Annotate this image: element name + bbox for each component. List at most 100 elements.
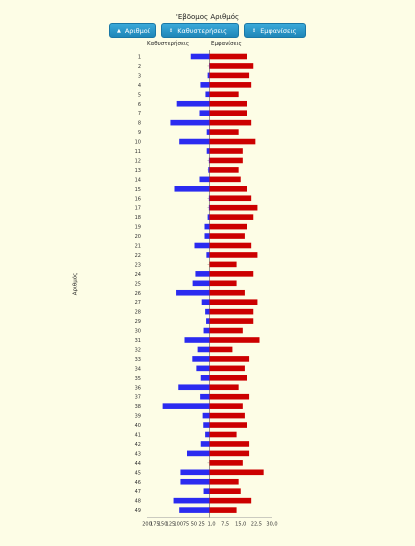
occurrence-bar xyxy=(209,375,247,381)
occurrence-tick-label: 7,5 xyxy=(221,522,229,528)
delay-tick-label: 175 xyxy=(150,522,160,528)
delay-bar xyxy=(201,299,210,305)
delay-bar xyxy=(179,138,210,145)
occurrence-bar xyxy=(209,261,237,268)
occurrence-bar xyxy=(209,204,258,211)
delay-bar xyxy=(200,82,210,88)
delay-tick-label: 25 xyxy=(199,522,205,528)
occurrence-bar xyxy=(209,63,254,69)
category-label: 29 xyxy=(135,319,141,325)
delay-bar xyxy=(197,346,210,353)
sort-toolbar: ▲ Αριθμοί ⇕ Καθυστερήσεις ⇕ Εμφανίσεις xyxy=(0,23,415,38)
occurrence-bar xyxy=(209,507,237,513)
delay-bar xyxy=(180,469,210,476)
category-label: 37 xyxy=(135,395,141,401)
category-label: 24 xyxy=(135,272,141,278)
category-label: 17 xyxy=(135,206,141,212)
category-label: 7 xyxy=(138,111,141,117)
sort-by-number-button[interactable]: ▲ Αριθμοί xyxy=(109,23,156,38)
delay-tick-label: 75 xyxy=(183,522,189,528)
category-label: 30 xyxy=(135,329,141,335)
delay-bar xyxy=(208,157,210,164)
delay-bar xyxy=(199,176,210,183)
category-label: 40 xyxy=(135,423,141,429)
sort-by-occurrences-button[interactable]: ⇕ Εμφανίσεις xyxy=(244,23,306,38)
occurrence-bar xyxy=(209,167,239,173)
delay-bar xyxy=(192,356,210,362)
category-label: 9 xyxy=(138,130,141,136)
occurrence-bar xyxy=(209,403,243,409)
occurrence-bar xyxy=(209,356,250,362)
occurrence-tick-label: 22,5 xyxy=(251,522,262,528)
sort-icon: ⇕ xyxy=(252,27,257,34)
delay-bar xyxy=(199,110,210,116)
occurrence-bar xyxy=(209,186,247,192)
delay-bar xyxy=(200,375,210,381)
delay-bar xyxy=(180,478,210,485)
delay-bar xyxy=(205,91,210,98)
occurrence-bar xyxy=(209,138,256,145)
delay-tick-label: 200 xyxy=(142,522,152,528)
category-label: 20 xyxy=(135,234,141,240)
category-label: 23 xyxy=(135,262,141,268)
occurrence-bar xyxy=(209,478,239,485)
occurrence-bar xyxy=(209,327,243,334)
occurrence-bar xyxy=(209,110,247,116)
occurrence-bar xyxy=(209,72,250,79)
category-label: 13 xyxy=(135,168,141,174)
occurrence-bar xyxy=(209,384,239,391)
category-label: 11 xyxy=(135,149,141,155)
delay-bar xyxy=(203,327,210,334)
category-label: 38 xyxy=(135,404,141,410)
category-label: 28 xyxy=(135,310,141,316)
occurrence-bar xyxy=(209,195,252,202)
category-label: 33 xyxy=(135,357,141,363)
category-label: 26 xyxy=(135,291,141,297)
category-label: 4 xyxy=(138,83,141,89)
category-label: 31 xyxy=(135,338,141,344)
category-label: 44 xyxy=(135,461,141,467)
occurrence-bar xyxy=(209,119,252,126)
delay-bar xyxy=(179,507,210,513)
delay-bar xyxy=(207,214,210,220)
category-label: 36 xyxy=(135,385,141,391)
occurrence-bar xyxy=(209,271,254,277)
occurrence-bar xyxy=(209,431,237,438)
sort-by-number-label: Αριθμοί xyxy=(124,26,150,35)
occurrence-bar xyxy=(209,129,239,135)
sort-by-delays-label: Καθυστερήσεις xyxy=(177,26,227,35)
delay-bar xyxy=(207,72,210,79)
occurrence-bar xyxy=(209,252,258,258)
occurrence-bar xyxy=(209,412,245,419)
delay-bar xyxy=(206,148,210,154)
occurrence-bar xyxy=(209,299,258,305)
chart-title: 'Εβδομος Αριθμός xyxy=(175,13,240,21)
delay-bar xyxy=(174,186,210,192)
occurrence-bar xyxy=(209,393,250,400)
category-label: 21 xyxy=(135,244,141,250)
occurrence-bar xyxy=(209,53,247,60)
occurrence-bar xyxy=(209,450,250,457)
category-label: 22 xyxy=(135,253,141,259)
left-axis-header: Καθυστερήσεις xyxy=(147,41,190,47)
delay-bar xyxy=(204,223,210,230)
occurrence-bar xyxy=(209,365,245,372)
category-label: 35 xyxy=(135,376,141,382)
occurrence-bar xyxy=(209,308,254,315)
delay-bar xyxy=(178,384,210,391)
occurrence-bar xyxy=(209,422,247,428)
delay-bar xyxy=(192,280,210,287)
delay-bar xyxy=(203,488,210,494)
occurrence-bar xyxy=(209,157,243,164)
delay-bar xyxy=(202,412,210,419)
delay-bar xyxy=(187,450,210,457)
delay-bar xyxy=(205,431,210,438)
delay-bar xyxy=(206,252,210,258)
sort-by-delays-button[interactable]: ⇕ Καθυστερήσεις xyxy=(161,23,239,38)
occurrence-tick-label: 1,0 xyxy=(208,522,216,528)
delay-bar xyxy=(200,393,210,400)
delay-bar xyxy=(206,129,210,135)
category-label: 32 xyxy=(135,347,141,353)
occurrence-bar xyxy=(209,441,250,447)
category-label: 25 xyxy=(135,281,141,287)
